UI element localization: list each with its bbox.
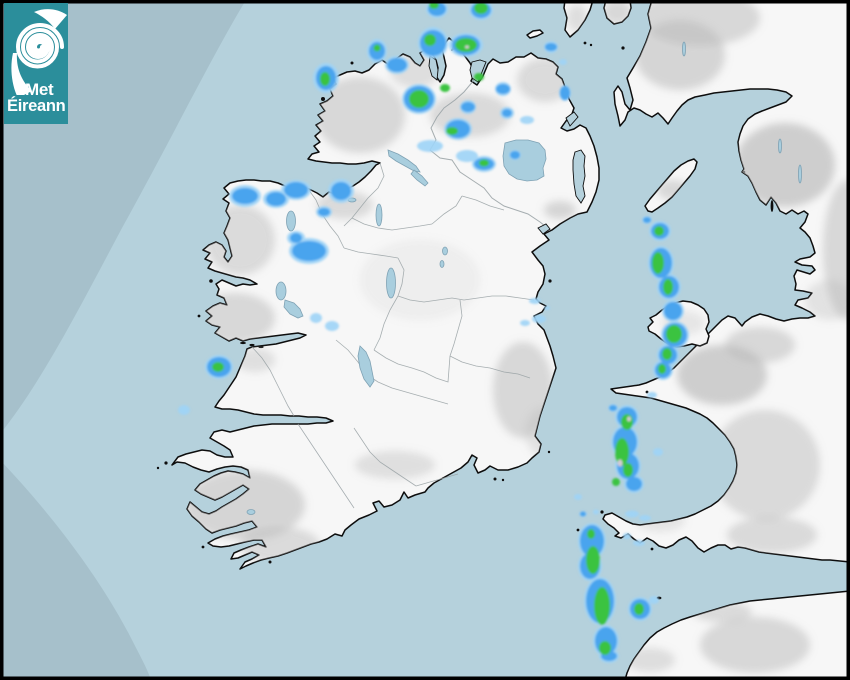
lake-district-lake-1 [778,138,782,154]
strangford-lough [572,149,586,204]
radar-range-wedge-bottom-left [0,460,151,680]
small-islands [156,41,774,600]
logo-text-eireann: Éireann [7,97,66,116]
met-eireann-logo: Met Éireann [4,3,68,124]
lough-ree [386,267,396,299]
lough-erne-lower [387,149,421,173]
lake-district-lake-2 [798,164,802,184]
lough-conn [286,210,296,232]
carlingford-lough [537,223,551,235]
lough-erne-upper [410,169,429,187]
lakes [246,41,802,515]
lough-derg [357,345,375,388]
lough-ennell [442,246,448,256]
sea-inlets [428,55,586,235]
logo-text-met: Met [25,80,54,99]
belfast-lough [565,111,579,127]
lough-mask [275,281,287,301]
galloway-loch [682,41,686,57]
rathlin-island [526,29,544,39]
lough-swilly [428,55,439,81]
killarney-lakes [246,509,256,515]
met-eireann-swirl-icon [11,9,67,95]
lough-owel [439,260,445,268]
county-boundaries [251,79,551,509]
lough-allen [375,203,383,227]
rain-cells-heavy [212,1,682,655]
rain-overlay [178,0,689,663]
lough-corrib [283,299,304,319]
rain-cells-intense-core [465,45,631,467]
